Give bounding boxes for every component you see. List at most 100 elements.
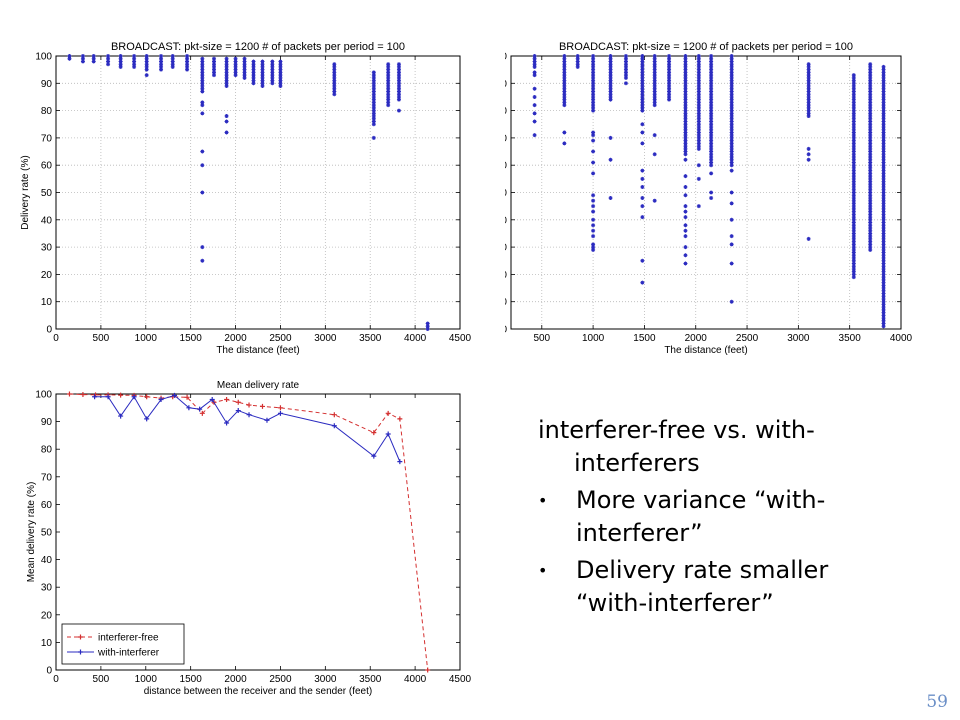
scatter-point <box>868 176 873 181</box>
scatter-point <box>170 56 175 61</box>
series-point-with-interferer <box>246 412 252 418</box>
scatter-point <box>683 119 688 124</box>
scatter-point <box>881 190 886 195</box>
scatter-point <box>881 245 886 250</box>
x-tick-label: 2000 <box>224 674 247 685</box>
scatter-point <box>851 89 856 94</box>
scatter-point <box>118 62 123 67</box>
scatter-point <box>562 141 567 146</box>
scatter-point <box>806 89 811 94</box>
scatter-point <box>200 100 205 105</box>
scatter-point <box>709 92 714 97</box>
scatter-point <box>683 64 688 69</box>
scatter-point <box>851 225 856 230</box>
scatter-point <box>667 89 672 94</box>
scatter-point <box>709 141 714 146</box>
scatter-point <box>667 54 672 58</box>
scatter-point <box>696 78 701 83</box>
y-tick-label: 90 <box>41 417 53 428</box>
scatter-point <box>881 94 886 99</box>
scatter-point <box>386 81 391 86</box>
scatter-point <box>200 89 205 94</box>
scatter-point <box>709 119 714 124</box>
scatter-point <box>640 141 645 146</box>
scatter-point <box>881 310 886 315</box>
scatter-point <box>91 54 96 58</box>
scatter-point <box>532 133 537 138</box>
scatter-point <box>233 59 238 64</box>
scatter-point <box>729 111 734 116</box>
y-tick-label: 70 <box>505 133 507 144</box>
scatter-point <box>224 73 229 78</box>
legend-marker-with-interferer <box>78 649 83 655</box>
scatter-point <box>640 94 645 99</box>
scatter-point <box>200 81 205 86</box>
scatter-point <box>851 190 856 195</box>
scatter-point <box>640 97 645 102</box>
scatter-point <box>386 92 391 97</box>
plot-frame <box>510 55 902 330</box>
scatter-point <box>532 119 537 124</box>
scatter-point <box>118 59 123 64</box>
scatter-point <box>696 114 701 119</box>
scatter-point <box>696 56 701 61</box>
scatter-point <box>881 182 886 187</box>
scatter-point <box>591 149 596 154</box>
scatter-point <box>696 163 701 168</box>
scatter-point <box>170 59 175 64</box>
scatter-point <box>868 62 873 67</box>
scatter-point <box>729 163 734 168</box>
scatter-point <box>386 94 391 99</box>
scatter-point <box>868 86 873 91</box>
scatter-point <box>591 56 596 61</box>
scatter-point <box>881 256 886 261</box>
scatter-point <box>591 242 596 247</box>
scatter-point <box>696 133 701 138</box>
x-tick-label: 500 <box>93 333 110 344</box>
scatter-point <box>233 67 238 72</box>
scatter-point <box>591 73 596 78</box>
scatter-point <box>729 119 734 124</box>
chart-title: Mean delivery rate <box>217 380 300 391</box>
scatter-point <box>868 185 873 190</box>
scatter-point <box>881 81 886 86</box>
scatter-point <box>851 256 856 261</box>
scatter-point <box>270 64 275 69</box>
scatter-point <box>144 67 149 72</box>
scatter-point <box>212 56 217 61</box>
scatter-point <box>881 220 886 225</box>
scatter-point <box>881 174 886 179</box>
scatter-point <box>729 135 734 140</box>
scatter-point <box>667 94 672 99</box>
scatter-point <box>667 97 672 102</box>
scatter-point <box>851 236 856 241</box>
scatter-point <box>881 97 886 102</box>
scatter-point <box>132 64 137 69</box>
scatter-point <box>881 103 886 108</box>
scatter-point <box>881 264 886 269</box>
x-tick-label: 0 <box>53 333 59 344</box>
scatter-point <box>881 108 886 113</box>
scatter-point <box>640 86 645 91</box>
scatter-point <box>260 59 265 64</box>
scatter-point <box>696 70 701 75</box>
scatter-point <box>851 141 856 146</box>
scatter-point <box>696 119 701 124</box>
scatter-point <box>200 103 205 108</box>
y-tick-label: 0 <box>505 325 507 336</box>
scatter-point <box>200 86 205 91</box>
series-point-interferer-free <box>277 405 283 411</box>
scatter-point <box>806 73 811 78</box>
scatter-point <box>709 155 714 160</box>
scatter-point <box>881 141 886 146</box>
scatter-point <box>575 59 580 64</box>
scatter-point <box>562 103 567 108</box>
scatter-point <box>851 135 856 140</box>
scatter-point <box>332 70 337 75</box>
scatter-point <box>709 133 714 138</box>
scatter-point <box>868 152 873 157</box>
scatter-point <box>260 62 265 67</box>
scatter-point <box>608 70 613 75</box>
scatter-point <box>591 247 596 252</box>
scatter-point <box>851 84 856 89</box>
